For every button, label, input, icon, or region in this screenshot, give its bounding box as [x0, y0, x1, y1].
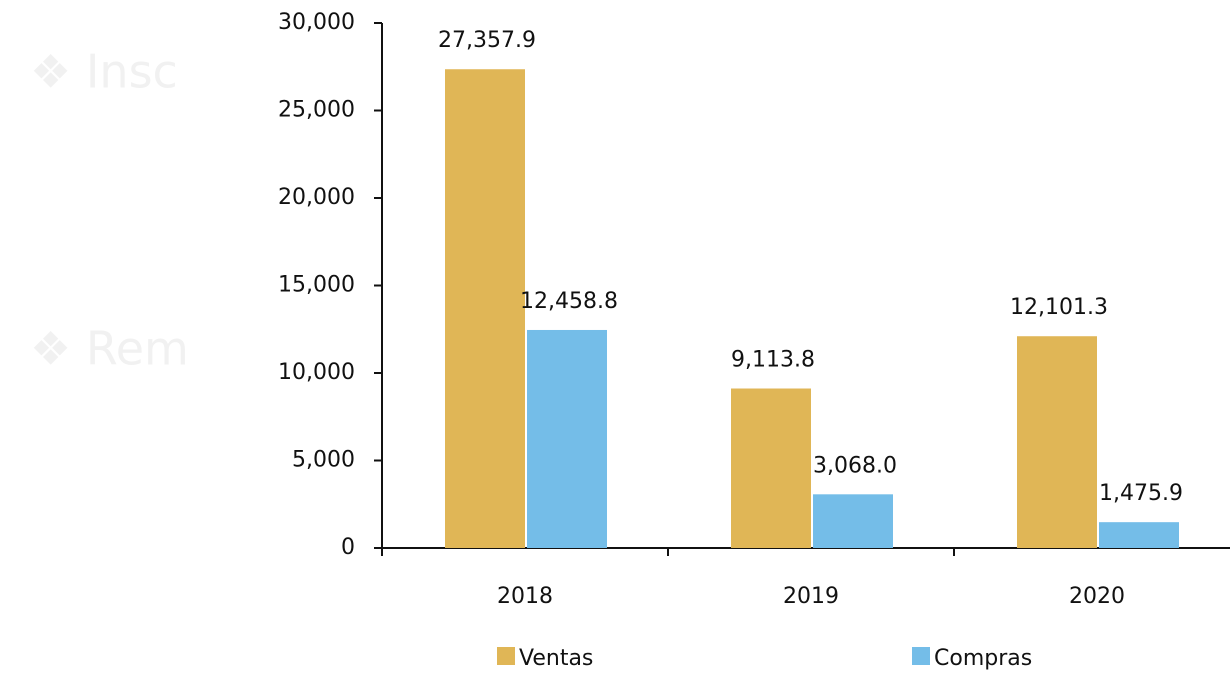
legend-swatch	[912, 647, 930, 665]
y-tick-label: 25,000	[278, 98, 355, 123]
value-label: 3,068.0	[813, 453, 897, 478]
value-label: 12,458.8	[520, 289, 618, 314]
y-tick-label: 0	[341, 535, 355, 560]
bar	[527, 329, 607, 548]
y-tick-label: 5,000	[292, 448, 355, 473]
bar	[445, 69, 525, 548]
value-label: 12,101.3	[1010, 295, 1108, 320]
legend-label: Ventas	[519, 646, 593, 671]
y-tick-label: 30,000	[278, 10, 355, 35]
background-text: ❖ Rem	[30, 322, 189, 376]
bar	[1017, 336, 1097, 548]
x-tick-label: 2018	[497, 584, 553, 609]
x-tick-label: 2019	[783, 584, 839, 609]
y-tick-label: 20,000	[278, 185, 355, 210]
bar	[731, 388, 811, 548]
x-tick-label: 2020	[1069, 584, 1125, 609]
value-label: 27,357.9	[438, 28, 536, 53]
value-label: 9,113.8	[731, 348, 815, 373]
legend-label: Compras	[934, 646, 1032, 671]
bar	[1099, 522, 1179, 548]
y-tick-label: 15,000	[278, 273, 355, 298]
background-text: ❖ Insc	[30, 45, 178, 99]
bar	[813, 494, 893, 548]
value-label: 1,475.9	[1099, 481, 1183, 506]
legend-swatch	[497, 647, 515, 665]
y-tick-label: 10,000	[278, 360, 355, 385]
